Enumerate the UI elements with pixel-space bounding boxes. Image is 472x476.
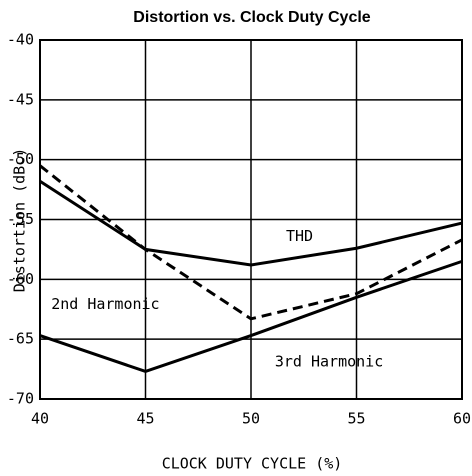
chart-title: Distortion vs. Clock Duty Cycle (133, 9, 370, 26)
x-tick-label: 45 (136, 410, 154, 428)
y-tick-label: -40 (7, 31, 34, 49)
y-tick-label: -70 (7, 390, 34, 408)
y-axis-label: Distortion (dBc) (11, 148, 29, 293)
x-tick-label: 40 (31, 410, 49, 428)
x-axis-label: CLOCK DUTY CYCLE (%) (162, 455, 343, 473)
y-tick-label: -60 (7, 270, 34, 288)
annotation: 3rd Harmonic (275, 352, 383, 370)
annotation: THD (286, 227, 313, 245)
plot-frame (39, 39, 463, 400)
series-line (39, 164, 463, 321)
y-tick-label: -45 (7, 90, 34, 108)
y-tick-label: -65 (7, 330, 34, 348)
x-tick-label: 60 (453, 410, 471, 428)
series-line (39, 259, 463, 374)
x-tick-label: 50 (242, 410, 260, 428)
y-tick-label: -50 (7, 150, 34, 168)
annotation: 2nd Harmonic (51, 295, 159, 313)
series-line (39, 179, 463, 267)
x-tick-label: 55 (347, 410, 365, 428)
y-tick-label: -55 (7, 210, 34, 228)
